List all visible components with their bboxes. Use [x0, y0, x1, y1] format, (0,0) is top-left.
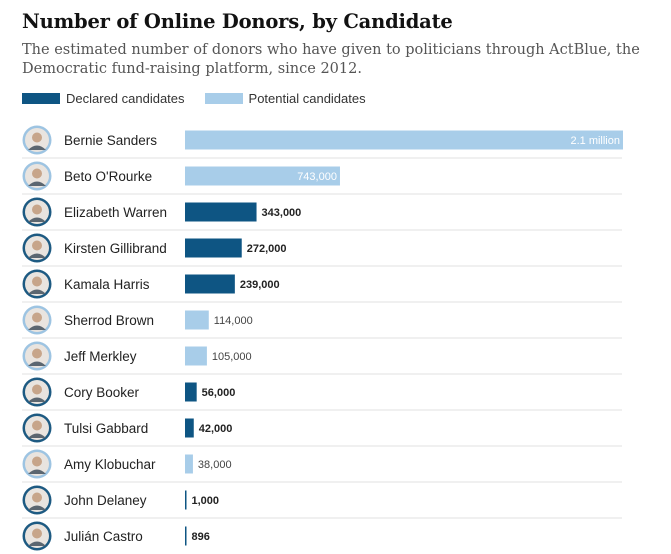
candidate-avatar	[22, 413, 52, 443]
bar-value-label: 896	[192, 531, 210, 543]
bar-row-john-delaney: John Delaney 1,000	[22, 485, 622, 519]
bar-label: Cory Booker	[64, 385, 140, 400]
bar	[185, 526, 187, 546]
candidate-avatar	[22, 233, 52, 263]
avatar-shoulders	[28, 289, 46, 294]
bar-label: Jeff Merkley	[64, 349, 137, 364]
bar-label: Tulsi Gabbard	[64, 421, 148, 436]
bar	[185, 238, 242, 258]
bar-value-label: 2.1 million	[570, 135, 620, 147]
avatar-shoulders	[28, 181, 46, 186]
avatar-head	[32, 276, 42, 287]
bar	[185, 274, 235, 294]
avatar-shoulders	[28, 505, 46, 510]
avatar-shoulders	[28, 469, 46, 474]
bar-value-label: 272,000	[247, 243, 287, 255]
candidate-avatar	[22, 377, 52, 407]
candidate-avatar	[22, 521, 52, 551]
avatar-head	[32, 240, 42, 251]
legend: Declared candidates Potential candidates	[22, 90, 662, 106]
avatar-shoulders	[28, 325, 46, 330]
legend-label-potential: Potential candidates	[248, 90, 366, 106]
bar-label: Kamala Harris	[64, 277, 150, 292]
bar-row-elizabeth-warren: Elizabeth Warren 343,000	[22, 197, 622, 231]
avatar-shoulders	[28, 217, 46, 222]
bar-row-amy-klobuchar: Amy Klobuchar 38,000	[22, 449, 622, 483]
avatar-head	[32, 312, 42, 323]
bar-value-label: 105,000	[212, 351, 252, 363]
bar-value-label: 38,000	[198, 459, 232, 471]
avatar-shoulders	[28, 145, 46, 150]
bar-label: Bernie Sanders	[64, 133, 157, 148]
avatar-head	[32, 132, 42, 143]
bar	[185, 166, 340, 186]
bar-row-cory-booker: Cory Booker 56,000	[22, 377, 622, 411]
candidate-avatar	[22, 341, 52, 371]
bar-row-sherrod-brown: Sherrod Brown 114,000	[22, 305, 622, 339]
bar-label: Elizabeth Warren	[64, 205, 167, 220]
chart-container: Number of Online Donors, by Candidate Th…	[22, 10, 662, 551]
bar-row-kamala-harris: Kamala Harris 239,000	[22, 269, 622, 303]
avatar-head	[32, 528, 42, 539]
bar-row-bernie-sanders: Bernie Sanders 2.1 million	[22, 125, 623, 159]
candidate-avatar	[22, 485, 52, 515]
bar-value-label: 743,000	[297, 171, 337, 183]
legend-label-declared: Declared candidates	[66, 90, 185, 106]
candidate-avatar	[22, 305, 52, 335]
bar	[185, 382, 197, 402]
avatar-shoulders	[28, 361, 46, 366]
bar-label: Amy Klobuchar	[64, 457, 156, 472]
candidate-avatar	[22, 125, 52, 155]
bar-value-label: 42,000	[199, 423, 233, 435]
bar-value-label: 239,000	[240, 279, 280, 291]
legend-swatch-potential	[204, 92, 243, 104]
bar	[185, 310, 209, 330]
bar-row-jeff-merkley: Jeff Merkley 105,000	[22, 341, 622, 375]
bar-value-label: 56,000	[202, 387, 236, 399]
chart-subtitle: The estimated number of donors who have …	[22, 42, 640, 77]
bar-label: John Delaney	[64, 493, 147, 508]
legend-swatch-declared	[22, 92, 60, 104]
avatar-head	[32, 168, 42, 179]
avatar-head	[32, 456, 42, 467]
candidate-avatar	[22, 449, 52, 479]
bar-row-julian-castro: Julián Castro 896	[22, 521, 210, 551]
chart-title: Number of Online Donors, by Candidate	[22, 10, 453, 33]
legend-item-declared: Declared candidates	[22, 91, 185, 106]
bar-label: Kirsten Gillibrand	[64, 241, 167, 256]
bar-label: Beto O'Rourke	[64, 169, 152, 184]
candidate-avatar	[22, 197, 52, 227]
bar-value-label: 1,000	[192, 495, 220, 507]
avatar-head	[32, 384, 42, 395]
candidate-avatar	[22, 161, 52, 191]
bar	[185, 418, 194, 438]
bar-row-beto-o-rourke: Beto O'Rourke 743,000	[22, 161, 622, 195]
avatar-shoulders	[28, 397, 46, 402]
legend-item-potential: Potential candidates	[204, 90, 366, 106]
avatar-shoulders	[28, 541, 46, 546]
avatar-shoulders	[28, 433, 46, 438]
bar-value-label: 114,000	[214, 315, 253, 327]
avatar-head	[32, 420, 42, 431]
bar-value-label: 343,000	[262, 207, 302, 219]
bar-row-tulsi-gabbard: Tulsi Gabbard 42,000	[22, 413, 622, 447]
candidate-avatar	[22, 269, 52, 299]
bar-row-kirsten-gillibrand: Kirsten Gillibrand 272,000	[22, 233, 622, 267]
bar	[185, 346, 207, 366]
bar	[185, 202, 257, 222]
avatar-head	[32, 204, 42, 215]
bar	[185, 130, 623, 150]
bar	[185, 454, 193, 474]
bar-chart: Bernie Sanders 2.1 million Beto O'Rourke 74…	[22, 125, 623, 551]
avatar-head	[32, 492, 42, 503]
bar	[185, 490, 187, 510]
avatar-shoulders	[28, 253, 46, 258]
bar-label: Julián Castro	[64, 529, 143, 544]
avatar-head	[32, 348, 42, 359]
bar-label: Sherrod Brown	[64, 313, 154, 328]
